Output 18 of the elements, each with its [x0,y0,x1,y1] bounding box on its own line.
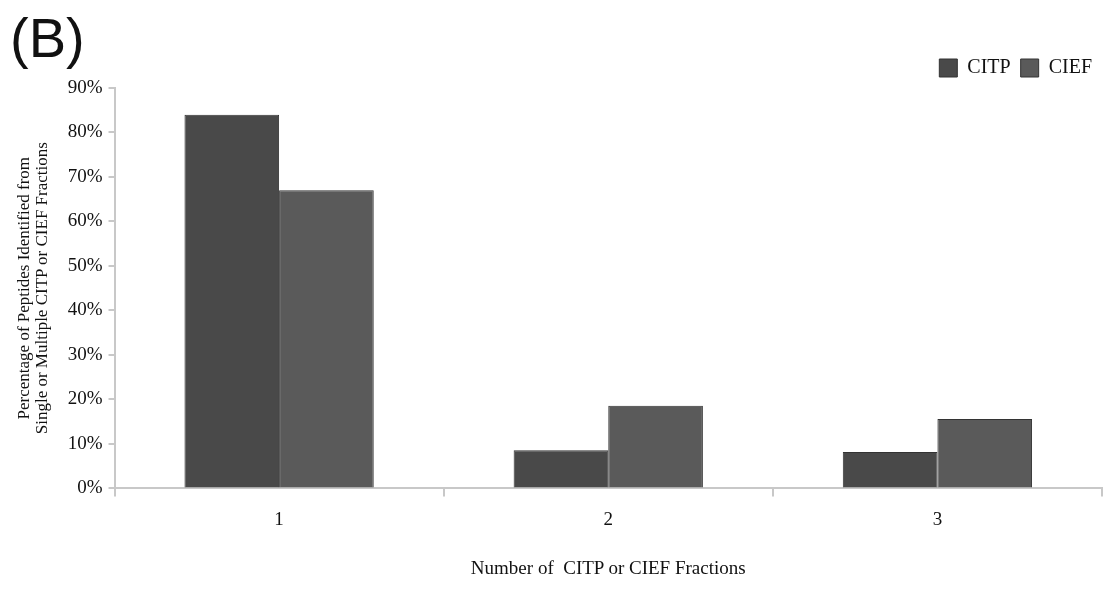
y-tick-label: 40% [67,298,103,320]
y-tick-label: 80% [67,120,103,142]
y-tick-label: 30% [67,342,103,364]
y-tick-label: 10% [67,431,103,453]
legend-label: CITP [967,55,1011,78]
x-tick-label: 3 [932,507,943,529]
y-tick-label: 60% [67,209,103,231]
y-axis-title: Percentage of Peptides Identified from Single or Multiple CITP or CIEF Fractions [14,142,52,435]
x-tick-label: 1 [274,507,284,529]
y-tick-label: 70% [67,164,103,186]
y-tick-label: 50% [67,253,103,275]
text: (B) [10,6,85,70]
y-tick-label: 90% [67,75,103,97]
x-tick-label: 2 [603,507,614,529]
legend-label: CIEF [1048,55,1092,78]
y-tick-label: 0% [77,476,103,498]
x-axis-title: Number of CITP or CIEF Fractions [470,556,746,578]
y-tick-label: 20% [67,387,103,409]
